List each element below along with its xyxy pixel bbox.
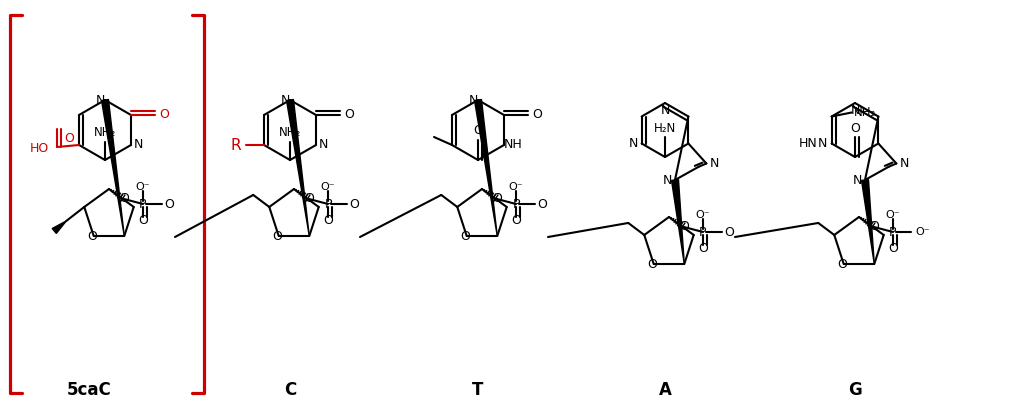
Text: O: O — [511, 215, 521, 228]
Text: O: O — [159, 109, 169, 122]
Text: O⁻: O⁻ — [695, 210, 711, 220]
Text: P: P — [139, 198, 146, 211]
Text: NH₂: NH₂ — [94, 126, 116, 139]
Text: 5caC: 5caC — [67, 381, 112, 399]
Text: N: N — [710, 157, 719, 170]
Text: N: N — [133, 139, 142, 151]
Text: O: O — [164, 198, 174, 211]
Text: O: O — [888, 243, 898, 256]
Text: N: N — [900, 157, 909, 170]
Text: O: O — [138, 215, 147, 228]
Text: O: O — [869, 220, 879, 234]
Polygon shape — [287, 100, 309, 236]
Polygon shape — [474, 100, 498, 236]
Text: N: N — [818, 137, 827, 150]
Text: O: O — [87, 230, 96, 243]
Text: O: O — [344, 109, 354, 122]
Text: N: N — [95, 94, 104, 107]
Text: O: O — [119, 192, 129, 205]
Text: O: O — [65, 132, 74, 145]
Text: C: C — [284, 381, 296, 399]
Text: N: N — [663, 173, 672, 186]
Text: H₂N: H₂N — [654, 122, 676, 134]
Text: O: O — [724, 226, 734, 239]
Text: O: O — [323, 215, 333, 228]
Polygon shape — [672, 179, 684, 264]
Text: O⁻: O⁻ — [321, 182, 335, 192]
Text: O⁻: O⁻ — [915, 227, 931, 237]
Text: G: G — [848, 381, 862, 399]
Text: O: O — [698, 243, 708, 256]
Text: N: N — [281, 94, 290, 107]
Text: N: N — [852, 173, 861, 186]
Text: O: O — [493, 192, 502, 205]
Text: N: N — [468, 94, 477, 107]
Text: O: O — [304, 192, 314, 205]
Text: T: T — [472, 381, 483, 399]
Text: N: N — [850, 104, 860, 117]
Text: O⁻: O⁻ — [886, 210, 900, 220]
Text: NH₂: NH₂ — [279, 126, 301, 139]
Text: P: P — [699, 226, 707, 239]
Text: N: N — [629, 137, 638, 150]
Text: O: O — [460, 230, 470, 243]
Polygon shape — [52, 221, 67, 233]
Text: O: O — [349, 198, 359, 211]
Text: O: O — [537, 198, 547, 211]
Text: N: N — [318, 139, 328, 151]
Text: P: P — [325, 198, 332, 211]
Text: O: O — [837, 258, 847, 271]
Text: O: O — [473, 124, 483, 138]
Text: O: O — [679, 220, 689, 234]
Polygon shape — [101, 100, 124, 236]
Text: O: O — [532, 109, 542, 122]
Text: O⁻: O⁻ — [509, 182, 523, 192]
Text: O⁻: O⁻ — [136, 182, 151, 192]
Text: HN: HN — [799, 137, 817, 150]
Text: HO: HO — [30, 143, 49, 156]
Text: P: P — [889, 226, 897, 239]
Text: A: A — [658, 381, 672, 399]
Text: R: R — [230, 138, 242, 153]
Text: NH₂: NH₂ — [853, 106, 876, 119]
Text: O: O — [647, 258, 656, 271]
Text: O: O — [271, 230, 282, 243]
Text: O: O — [850, 122, 860, 134]
Text: N: N — [660, 104, 670, 117]
Text: NH: NH — [504, 139, 522, 151]
Text: P: P — [512, 198, 520, 211]
Polygon shape — [861, 179, 874, 264]
